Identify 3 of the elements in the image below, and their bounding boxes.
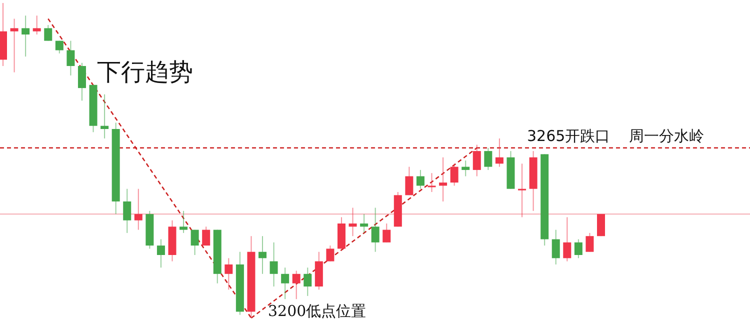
annotation: 3200低点位置 <box>268 302 366 320</box>
annotation: 下行趋势 <box>97 58 193 86</box>
ref-line-label: 3265开跌口 周一分水岭 <box>527 126 704 145</box>
